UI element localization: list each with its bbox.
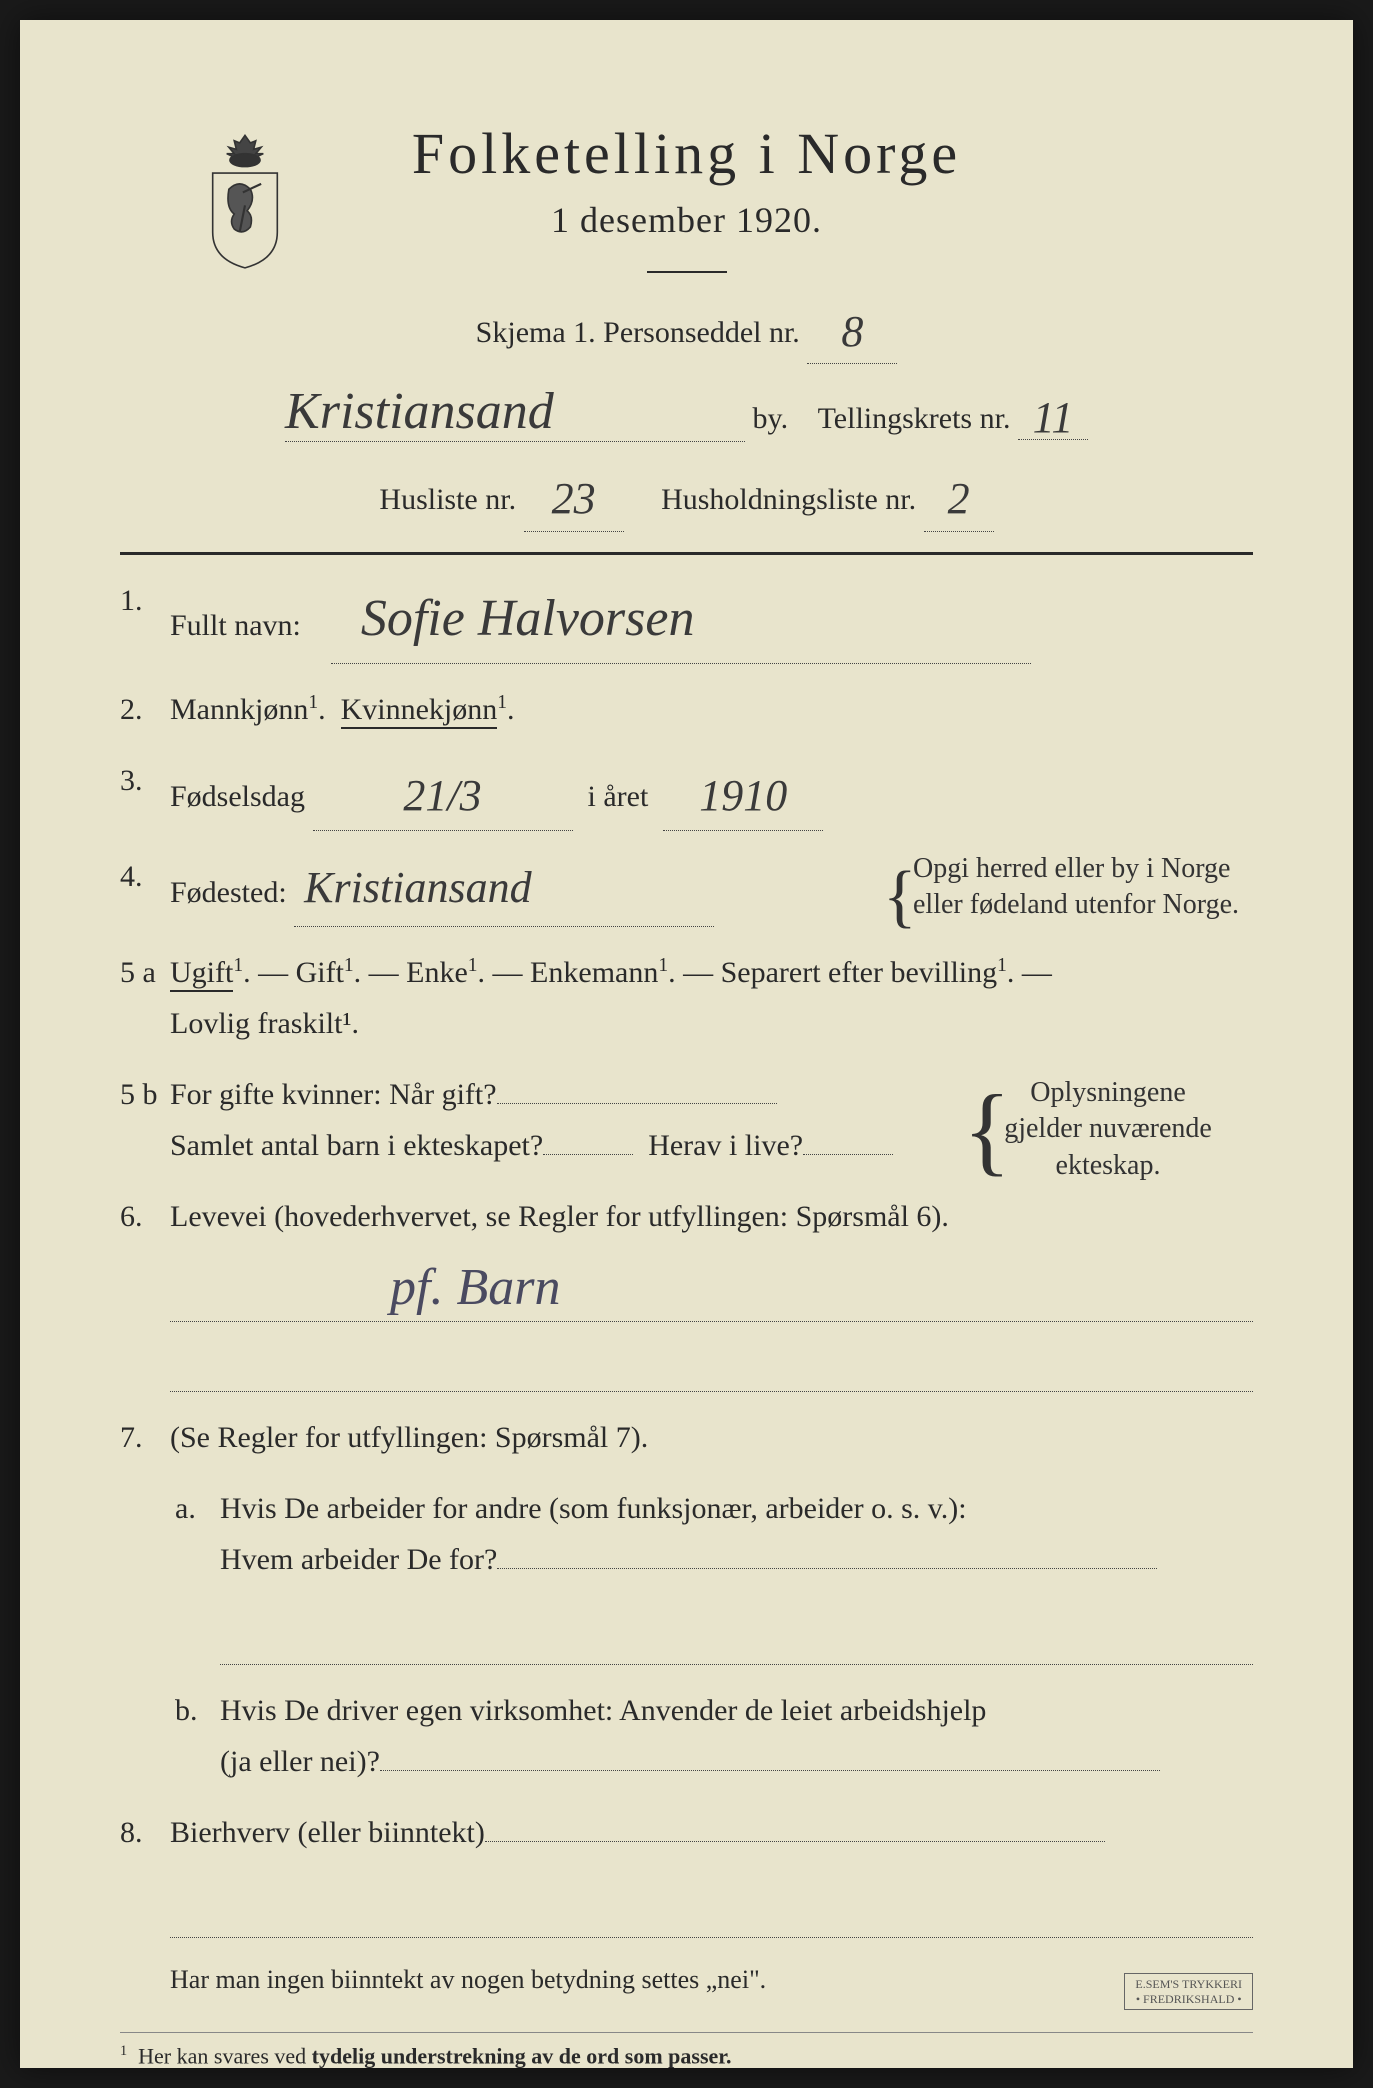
- q2-gender: 2. Mannkjønn1. Kvinnekjønn1.: [120, 684, 1253, 735]
- q1-num: 1.: [120, 575, 143, 626]
- tellingskrets-label: Tellingskrets nr.: [818, 402, 1011, 435]
- q7a-num: a.: [175, 1483, 196, 1534]
- q3-day: 21/3: [403, 759, 481, 834]
- q6-value: pf. Barn: [390, 1258, 560, 1317]
- q5a-num: 5 a: [120, 947, 156, 998]
- q8: 8. Bierhverv (eller biinntekt): [120, 1807, 1253, 1858]
- census-form-page: Folketelling i Norge 1 desember 1920. Sk…: [20, 20, 1353, 2068]
- q5b-married: 5 b For gifte kvinner: Når gift? Samlet …: [120, 1069, 1253, 1171]
- q7-num: 7.: [120, 1412, 143, 1463]
- q4-value: Kristiansand: [304, 863, 531, 912]
- personseddel-nr: 8: [841, 297, 863, 367]
- q3-num: 3.: [120, 755, 143, 806]
- personseddel-line: Skjema 1. Personseddel nr. 8: [120, 293, 1253, 364]
- q7a-writeline: [220, 1605, 1253, 1665]
- q1-value: Sofie Halvorsen: [361, 590, 695, 647]
- header-divider: [647, 271, 727, 273]
- q7a-text1: Hvis De arbeider for andre (som funksjon…: [220, 1492, 967, 1525]
- footnote: 1 Her kan svares ved tydelig understrekn…: [120, 2032, 1253, 2069]
- section-divider: [120, 552, 1253, 555]
- husholdning-nr: 2: [948, 464, 970, 534]
- q8-label: Bierhverv (eller biinntekt): [170, 1816, 485, 1849]
- q3-label: Fødselsdag: [170, 780, 305, 813]
- q1-fullname: 1. Fullt navn: Sofie Halvorsen: [120, 575, 1253, 664]
- q1-label: Fullt navn:: [170, 609, 301, 642]
- q7a-text2: Hvem arbeider De for?: [220, 1543, 497, 1576]
- husholdning-label: Husholdningsliste nr.: [661, 483, 916, 516]
- q5b-label3: Herav i live?: [648, 1129, 803, 1162]
- q6-occupation: 6. Levevei (hovederhvervet, se Regler fo…: [120, 1191, 1253, 1242]
- city-suffix: by.: [753, 402, 789, 435]
- city-line: Kristiansand by. Tellingskrets nr. 11: [120, 382, 1253, 442]
- q4-birthplace: 4. Fødested: Kristiansand { Opgi herred …: [120, 851, 1253, 927]
- q5a-opts2: Lovlig fraskilt¹.: [170, 1007, 359, 1040]
- q4-aside: { Opgi herred eller by i Norge eller fød…: [913, 851, 1253, 924]
- q5b-label1: For gifte kvinner: Når gift?: [170, 1078, 497, 1111]
- husliste-nr: 23: [552, 464, 596, 534]
- printer-stamp: E.SEM'S TRYKKERI • FREDRIKSHALD •: [1124, 1973, 1253, 2010]
- q7b-text1: Hvis De driver egen virksomhet: Anvender…: [220, 1694, 986, 1727]
- q7-label: (Se Regler for utfyllingen: Spørsmål 7).: [170, 1421, 648, 1454]
- q6-label: Levevei (hovederhvervet, se Regler for u…: [170, 1200, 949, 1233]
- q2-num: 2.: [120, 684, 143, 735]
- skjema-label: Skjema 1. Personseddel nr.: [476, 316, 800, 349]
- q6-writeline: pf. Barn: [170, 1262, 1253, 1322]
- q7b: b. Hvis De driver egen virksomhet: Anven…: [120, 1685, 1253, 1787]
- q7b-num: b.: [175, 1685, 198, 1736]
- husliste-label: Husliste nr.: [379, 483, 516, 516]
- q3-birthday: 3. Fødselsdag 21/3 i året 1910: [120, 755, 1253, 831]
- q6-num: 6.: [120, 1191, 143, 1242]
- q7b-text2: (ja eller nei)?: [220, 1745, 380, 1778]
- husliste-line: Husliste nr. 23 Husholdningsliste nr. 2: [120, 460, 1253, 531]
- tellingskrets-nr: 11: [1033, 392, 1074, 443]
- form-header: Folketelling i Norge 1 desember 1920. Sk…: [120, 120, 1253, 532]
- q4-num: 4.: [120, 851, 143, 902]
- coat-of-arms-icon: [190, 130, 300, 270]
- q6-writeline2: [170, 1332, 1253, 1392]
- q4-label: Fødested:: [170, 876, 287, 909]
- q8-note: Har man ingen biinntekt av nogen betydni…: [120, 1958, 1253, 2002]
- q5b-num: 5 b: [120, 1069, 158, 1120]
- q7a: a. Hvis De arbeider for andre (som funks…: [120, 1483, 1253, 1585]
- q2-female: Kvinnekjønn: [341, 693, 498, 729]
- q8-num: 8.: [120, 1807, 143, 1858]
- q5a-status: 5 a Ugift1. — Gift1. — Enke1. — Enkemann…: [120, 947, 1253, 1049]
- q3-year: 1910: [699, 759, 787, 834]
- q3-mid: i året: [588, 780, 649, 813]
- city-value: Kristiansand: [285, 383, 554, 440]
- q5b-label2: Samlet antal barn i ekteskapet?: [170, 1129, 543, 1162]
- q8-writeline: [170, 1878, 1253, 1938]
- q2-male: Mannkjønn: [170, 693, 308, 726]
- q7: 7. (Se Regler for utfyllingen: Spørsmål …: [120, 1412, 1253, 1463]
- q5b-aside: { Oplysningene gjelder nuværende ekteska…: [993, 1075, 1223, 1184]
